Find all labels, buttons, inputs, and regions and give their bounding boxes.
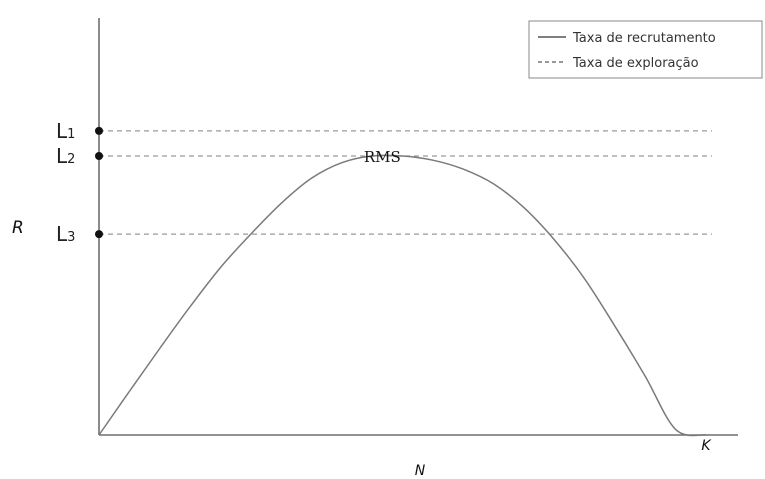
exploitation-point-3 [95,230,103,239]
legend: Taxa de recrutamento Taxa de exploração [528,20,763,79]
x-end-label-k: K [701,438,712,454]
exploitation-label-2: L2 [56,144,75,168]
legend-label-exploracao: Taxa de exploração [572,56,699,71]
rms-annotation: RMS [364,148,401,166]
exploitation-label-3: L3 [56,222,75,246]
legend-box [528,20,763,79]
exploitation-point-2 [95,152,103,160]
legend-label-recrutamento: Taxa de recrutamento [572,31,716,46]
axes [98,18,738,436]
x-axis-label: N [415,463,426,479]
exploitation-lines [99,130,712,235]
exploitation-label-1: L1 [56,119,75,143]
exploitation-point-1 [95,126,103,135]
recruitment-curve [98,154,707,437]
y-axis-label: R [12,218,24,238]
